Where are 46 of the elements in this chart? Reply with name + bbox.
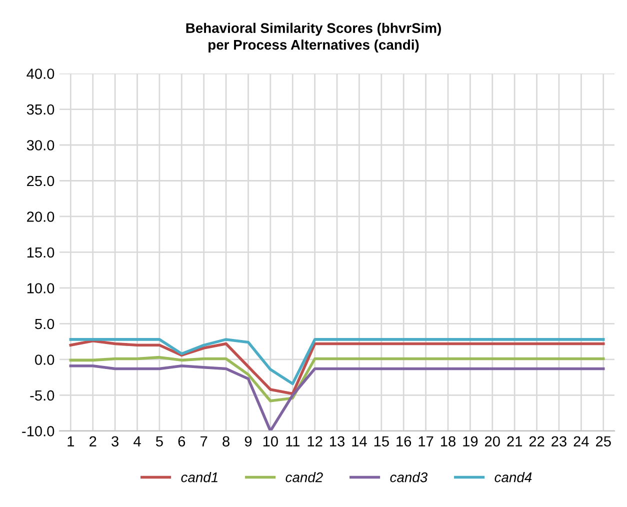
x-tick-label: 25 <box>596 436 611 447</box>
x-tick-label: 16 <box>396 436 412 447</box>
x-tick-label: 2 <box>90 436 96 446</box>
x-tick-label: 22 <box>529 436 544 446</box>
y-tick-label: 25.0 <box>27 176 54 186</box>
x-tick-label: 15 <box>374 436 389 447</box>
y-tick-label: 30.0 <box>26 140 54 150</box>
x-tick-label: 8 <box>222 436 230 447</box>
x-tick-label: 19 <box>463 436 478 447</box>
x-tick-label: 20 <box>485 436 500 447</box>
x-tick-label: 6 <box>178 436 186 447</box>
y-tick-label: -5.0 <box>30 390 54 401</box>
legend-label: cand4 <box>494 472 532 482</box>
x-tick-label: 9 <box>244 436 252 447</box>
x-tick-label: 21 <box>507 436 522 446</box>
x-tick-label: 18 <box>440 436 456 447</box>
x-tick-label: 10 <box>263 436 278 447</box>
x-tick-label: 14 <box>352 436 367 446</box>
x-tick-label: 11 <box>286 436 300 446</box>
x-tick-label: 7 <box>200 436 208 446</box>
x-tick-label: 1 <box>68 436 74 446</box>
x-tick-label: 3 <box>112 436 118 447</box>
y-tick-label: 15.0 <box>27 247 54 258</box>
y-tick-label: 40.0 <box>26 68 54 79</box>
line-series <box>69 339 605 396</box>
y-tick-label: 5.0 <box>35 318 54 330</box>
legend-label: cand1 <box>181 472 218 482</box>
chart-subtitle: per Process Alternatives (candi) <box>208 40 419 52</box>
x-tick-label: 12 <box>308 436 322 446</box>
chart-title: Behavioral Similarity Scores (bhvrSim) <box>186 22 441 36</box>
x-tick-label: 5 <box>156 436 163 447</box>
x-tick-label: 17 <box>418 436 434 446</box>
y-tick-label: 35.0 <box>26 104 54 115</box>
legend-label: cand2 <box>286 472 323 482</box>
line-series <box>69 364 605 431</box>
x-tick-label: 24 <box>574 436 589 446</box>
line-series <box>69 338 605 386</box>
y-tick-label: 0.0 <box>35 354 54 365</box>
x-tick-label: 4 <box>134 436 141 446</box>
y-tick-label: -10.0 <box>22 426 54 436</box>
legend-label: cand3 <box>390 472 428 482</box>
y-tick-label: 20.0 <box>27 212 54 222</box>
x-tick-label: 23 <box>552 436 566 447</box>
y-tick-label: 10.0 <box>27 283 54 294</box>
line-series <box>69 356 605 402</box>
x-tick-label: 13 <box>330 436 344 447</box>
